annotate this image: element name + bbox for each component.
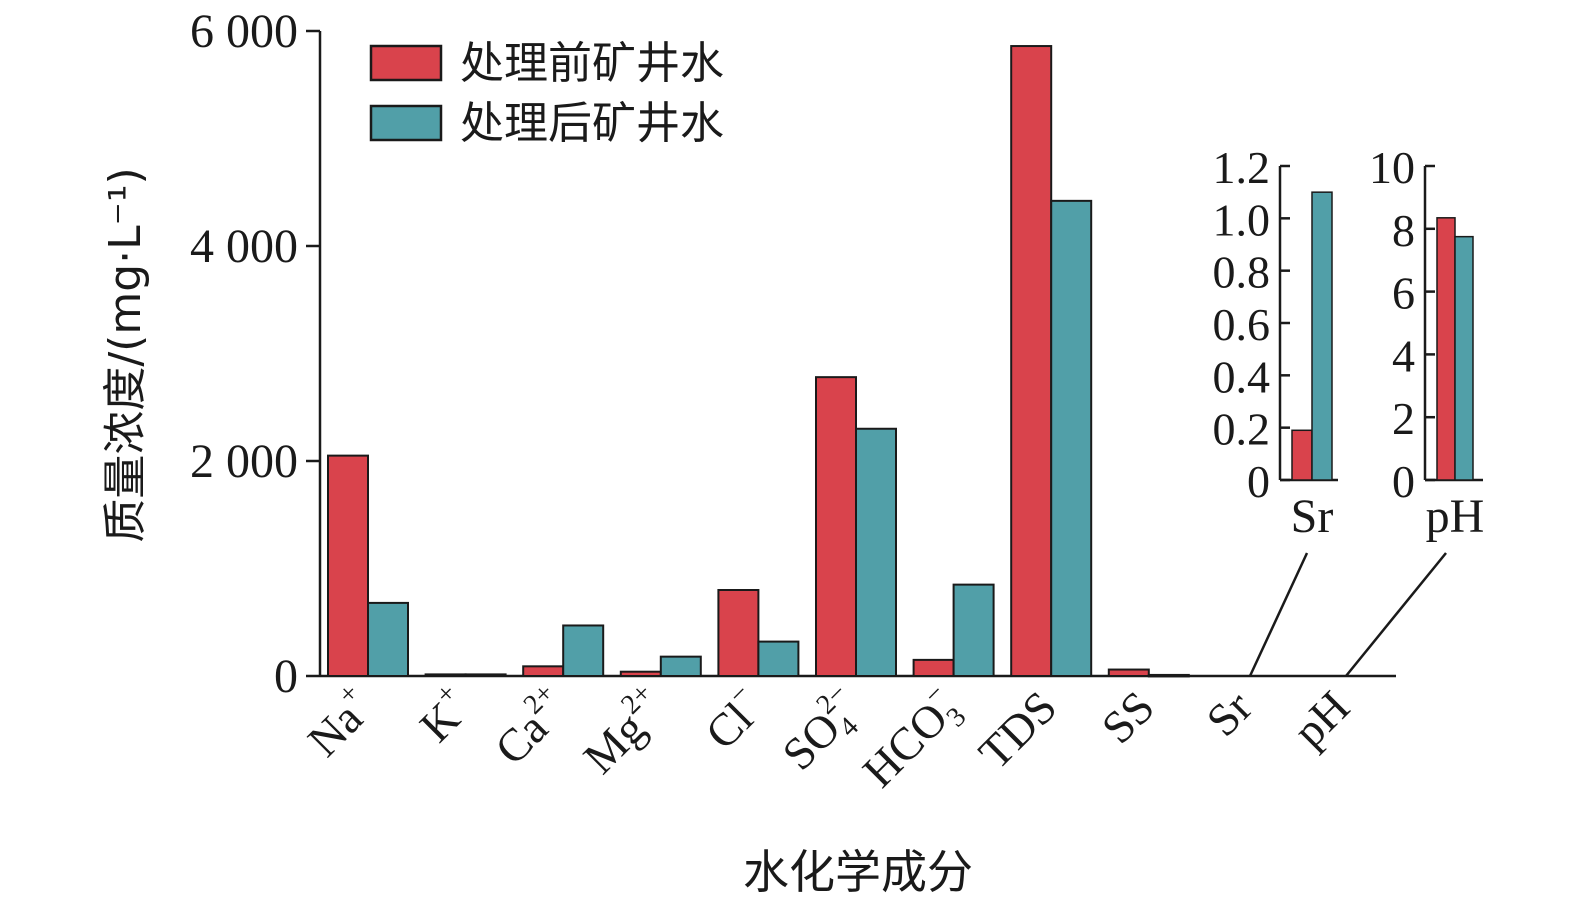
inset-ph-bar-after <box>1454 235 1474 481</box>
x-tick-label: Na+ <box>294 677 383 766</box>
main-x-tick-labels: Na+ K+Ca2+Mg2+ Cl−SO42− HCO3− TDS SS Sr pH <box>294 677 1359 801</box>
bar-before-cl <box>717 589 760 677</box>
inset-ph-y-tick-label: 0 <box>1392 456 1415 507</box>
bar-before-ss <box>1107 668 1150 677</box>
legend-swatch-before <box>369 44 443 82</box>
bar-before-so <box>815 376 857 677</box>
bar-before-tds <box>1010 45 1053 678</box>
x-tick-label: SS <box>1092 681 1164 753</box>
inset-sr-bar-after <box>1311 191 1333 481</box>
inset-connectors <box>1248 552 1447 677</box>
main-bars <box>327 45 1190 678</box>
y-tick-label: 2 000 <box>190 435 298 488</box>
inset-ph-bar-before <box>1436 217 1456 481</box>
bar-before-ca <box>522 665 565 678</box>
bar-after-na <box>367 601 409 678</box>
inset-ph-y-tick-label: 6 <box>1392 268 1415 319</box>
legend-label-before: 处理前矿井水 <box>460 38 724 89</box>
x-tick-label: TDS <box>969 681 1067 779</box>
x-tick-label: pH <box>1283 681 1359 757</box>
inset-sr-y-tick-label: 1.2 <box>1213 142 1271 193</box>
inset-sr-y-tick-label: 0 <box>1247 456 1270 507</box>
inset-ph-y-tick-label: 4 <box>1392 330 1415 381</box>
legend-label-after: 处理后矿井水 <box>460 98 724 149</box>
inset-sr-y-tick-label: 0.4 <box>1213 351 1271 402</box>
inset-sr: 00.20.40.60.81.01.2 Sr <box>1213 142 1338 543</box>
y-axis-title: 质量浓度/(mg·L⁻¹) <box>100 167 151 542</box>
connector-sr <box>1248 552 1309 677</box>
inset-sr-y-tick-label: 0.8 <box>1213 247 1271 298</box>
inset-ph-y-tick-label: 2 <box>1392 393 1415 444</box>
bar-after-mg <box>659 655 702 678</box>
inset-sr-y-tick-label: 1.0 <box>1213 194 1271 245</box>
x-tick-label: Mg2+ <box>570 677 676 783</box>
x-axis-title: 水化学成分 <box>743 845 973 899</box>
inset-ph-category-label: pH <box>1426 490 1485 543</box>
bar-after-so <box>855 427 897 677</box>
inset-sr-y-tick-label: 0.6 <box>1213 299 1271 350</box>
x-tick-label: HCO3− <box>849 677 973 801</box>
inset-ph: 0 2 4 6 8 10 pH <box>1369 142 1484 543</box>
bar-after-k <box>464 673 507 678</box>
bar-after-tds <box>1050 199 1093 677</box>
legend-swatch-after <box>369 104 443 142</box>
bar-after-ca <box>562 624 605 677</box>
legend: 处理前矿井水 处理后矿井水 <box>369 38 724 149</box>
inset-ph-y-tick-label: 10 <box>1369 142 1415 193</box>
x-tick-label: Sr <box>1196 681 1261 746</box>
bar-after-cl <box>757 640 800 677</box>
inset-sr-bar-before <box>1291 429 1313 481</box>
connector-ph <box>1345 552 1447 677</box>
bar-after-hco <box>952 583 995 677</box>
x-tick-label: Cl− <box>692 677 774 759</box>
inset-sr-y-tick-label: 0.2 <box>1213 404 1271 455</box>
bar-before-k <box>424 673 467 678</box>
y-tick-label: 6 000 <box>190 5 298 58</box>
x-tick-label: K+ <box>406 677 480 751</box>
x-tick-label: Ca2+ <box>481 677 578 774</box>
bar-after-ss <box>1147 673 1190 678</box>
inset-ph-y-tick-label: 8 <box>1392 205 1415 256</box>
y-tick-label: 0 <box>274 650 298 703</box>
y-tick-label: 4 000 <box>190 220 298 273</box>
inset-sr-category-label: Sr <box>1291 490 1334 543</box>
bar-before-na <box>327 454 369 677</box>
bar-before-mg <box>619 670 662 678</box>
bar-before-hco <box>912 658 955 677</box>
